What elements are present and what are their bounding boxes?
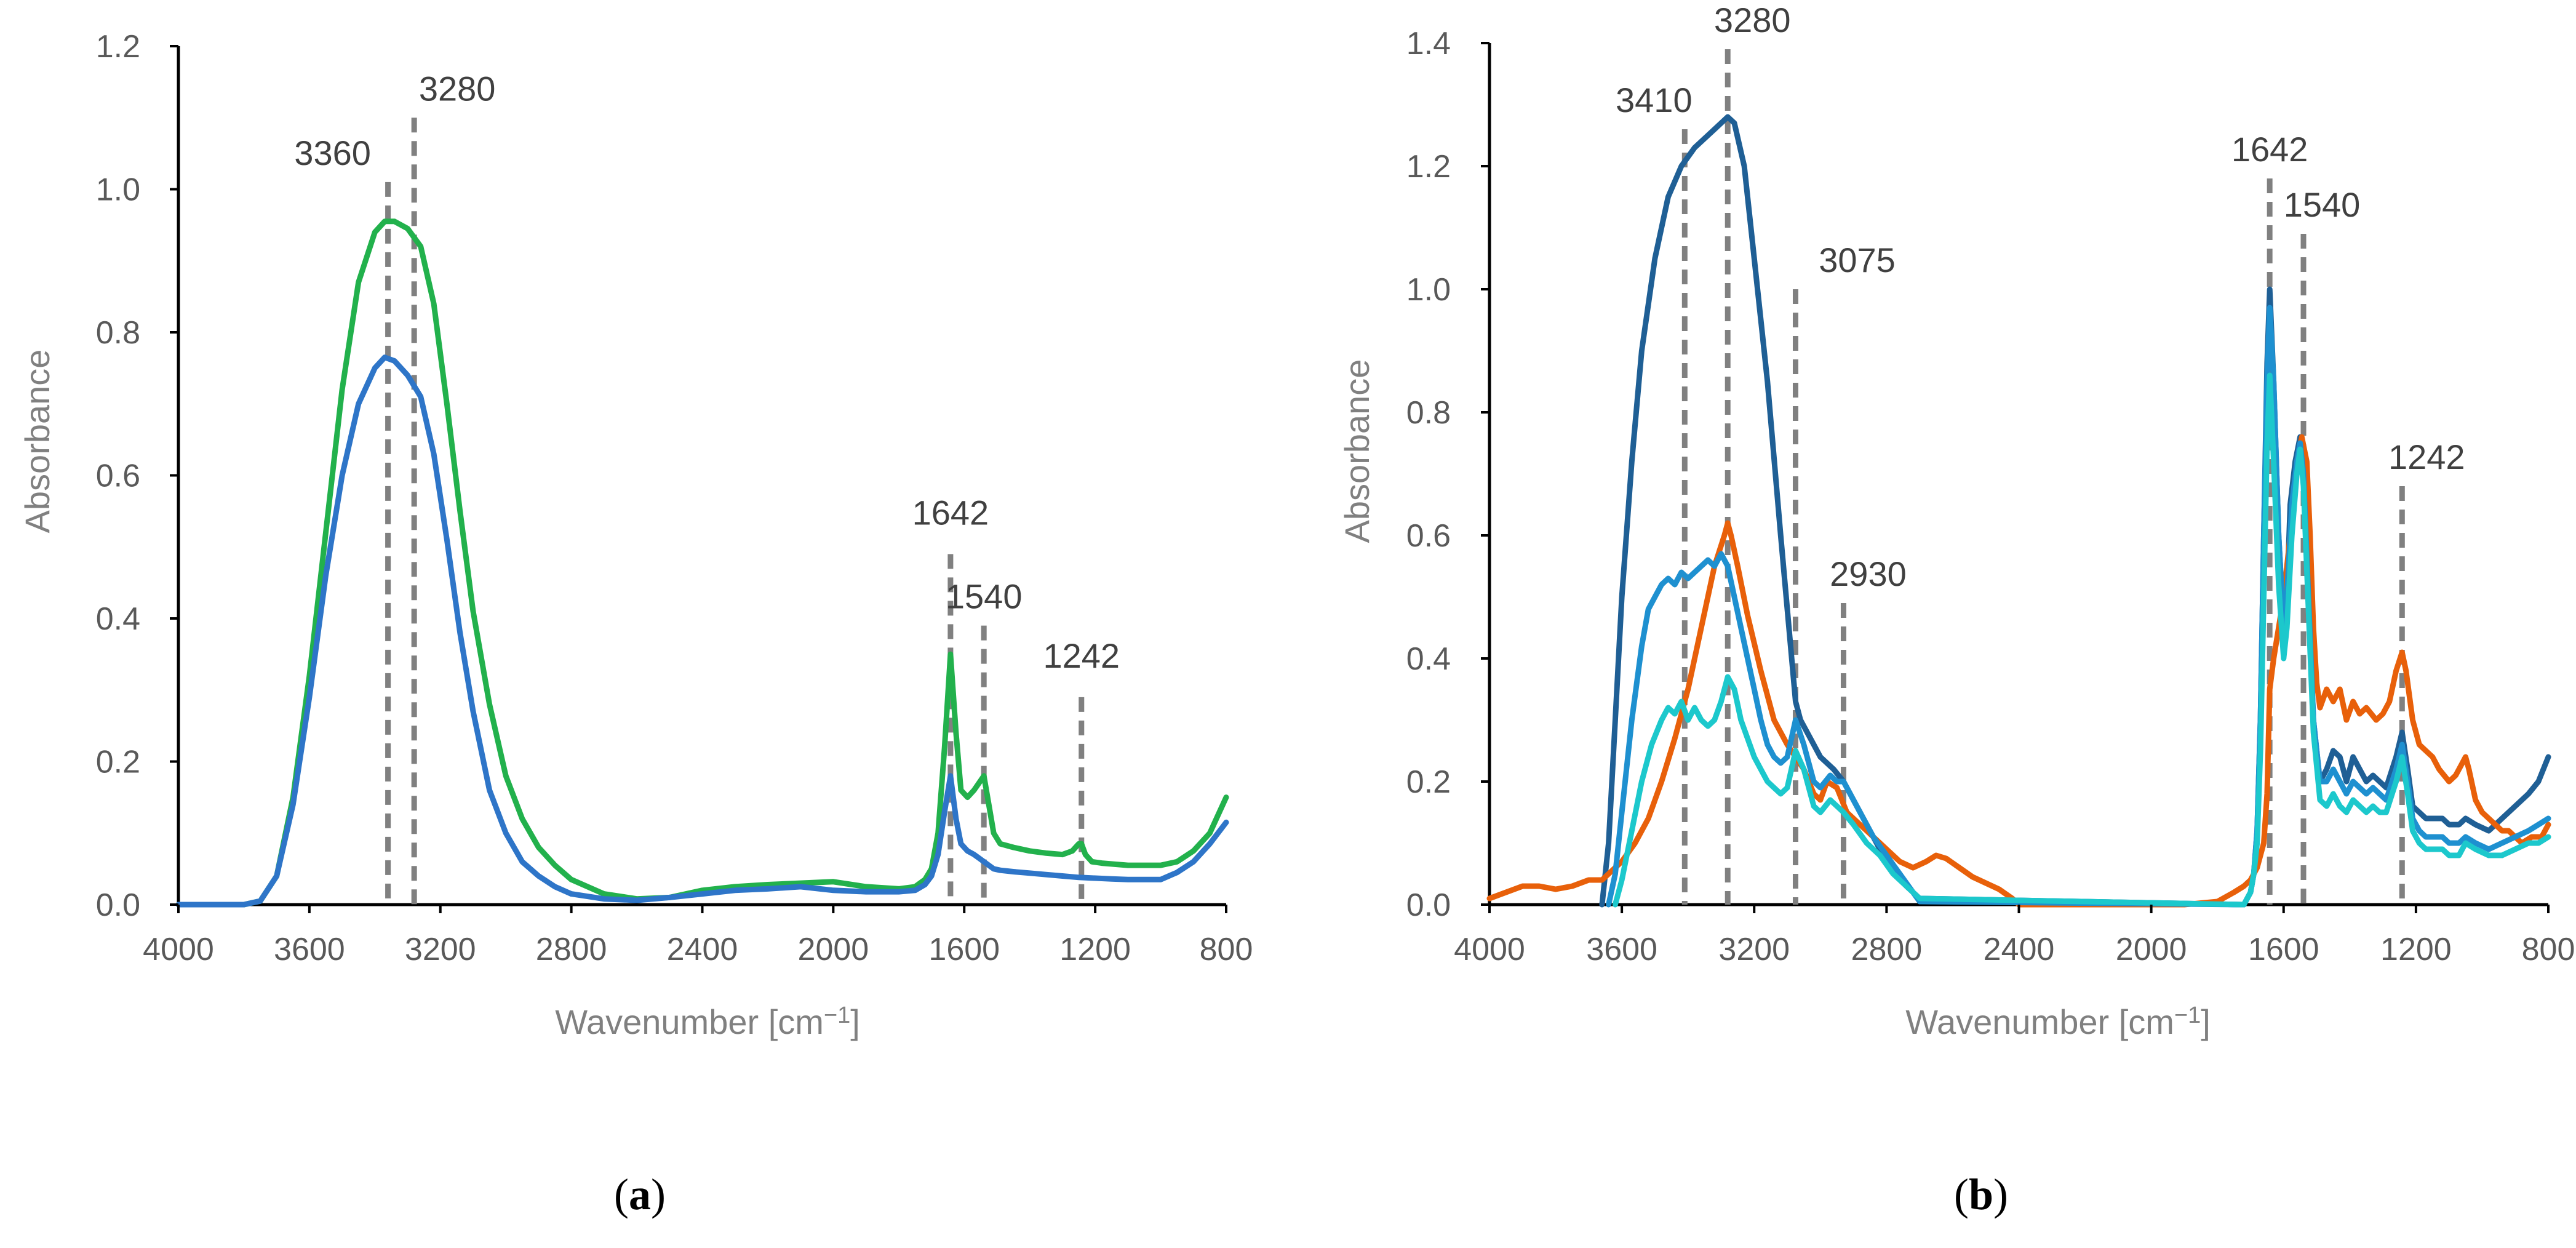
y-tick-label: 0.4 xyxy=(96,601,140,637)
x-tick-label: 2800 xyxy=(1851,932,1923,967)
y-tick-label: 1.0 xyxy=(1406,272,1451,308)
x-tick-label: 2400 xyxy=(1984,932,2055,967)
annotation-label-3410: 3410 xyxy=(1616,81,1693,119)
panel-b-label: (b) xyxy=(1954,1170,2008,1219)
x-tick-label: 2400 xyxy=(667,932,738,967)
y-tick-label: 1.0 xyxy=(96,172,140,208)
x-tick-label: 3600 xyxy=(1586,932,1657,967)
annotation-label-3280: 3280 xyxy=(1714,1,1791,39)
panel-b-x-ticks: 4000 3600 3200 2800 2400 2000 1600 1200 800 xyxy=(1454,905,2575,967)
x-tick-label: 1600 xyxy=(928,932,1000,967)
panel-a-x-axis-title: Wavenumber [cm−1] xyxy=(555,1002,860,1041)
x-tick-label: 800 xyxy=(2522,932,2575,967)
panel-b-x-axis-title: Wavenumber [cm−1] xyxy=(1905,1002,2211,1041)
panel-a-y-axis-title: Absorbance xyxy=(18,350,57,534)
y-tick-label: 0.6 xyxy=(96,458,140,494)
y-tick-label: 0.2 xyxy=(1406,764,1451,800)
y-tick-label: 0.0 xyxy=(1406,887,1451,923)
annotation-label-2930: 2930 xyxy=(1830,554,1907,593)
panel-b-series xyxy=(1486,114,2551,908)
annotation-label-3280: 3280 xyxy=(419,69,496,108)
series-line-cyan xyxy=(1612,372,2551,908)
series-line-orange xyxy=(1486,434,2551,908)
annotation-label-1242: 1242 xyxy=(2388,438,2465,476)
panel-b-chart: 3410 3280 3075 2930 1642 1540 1242 4000 3600 320… xyxy=(1338,1,2575,1219)
panel-b-y-ticks: 0.0 0.2 0.4 0.6 0.8 1.0 1.2 1.4 xyxy=(1406,26,1489,923)
x-tick-label: 3200 xyxy=(405,932,476,967)
y-tick-label: 0.4 xyxy=(1406,641,1451,677)
panel-a-x-ticks: 4000 3600 3200 2800 2400 2000 1600 1200 800 xyxy=(143,905,1253,967)
annotation-label-1642: 1642 xyxy=(2231,130,2308,169)
y-tick-label: 0.0 xyxy=(96,887,140,923)
panel-a-chart: 3360 3280 1642 1540 1242 4000 3600 3200 2800 240… xyxy=(18,29,1253,1219)
annotation-label-1540: 1540 xyxy=(2284,185,2361,224)
panel-a-annotation-lines xyxy=(385,118,1085,905)
annotation-label-3075: 3075 xyxy=(1819,241,1896,279)
series-line-blue xyxy=(175,354,1229,908)
annotation-label-1242: 1242 xyxy=(1043,636,1120,675)
x-tick-label: 2000 xyxy=(2116,932,2187,967)
x-tick-label: 3600 xyxy=(274,932,345,967)
x-tick-label: 4000 xyxy=(143,932,214,967)
y-tick-label: 0.2 xyxy=(96,745,140,780)
panel-a-axes xyxy=(177,46,1226,906)
panel-a-label: (a) xyxy=(614,1170,666,1219)
x-tick-label: 800 xyxy=(1200,932,1253,967)
x-tick-label: 1600 xyxy=(2248,932,2319,967)
panel-a-series xyxy=(175,218,1229,908)
panel-a-y-ticks: 0.0 0.2 0.4 0.6 0.8 1.0 1.2 xyxy=(96,29,178,923)
y-tick-label: 0.6 xyxy=(1406,518,1451,554)
y-tick-label: 1.2 xyxy=(1406,149,1451,185)
x-tick-label: 2000 xyxy=(798,932,869,967)
y-tick-label: 1.2 xyxy=(96,29,140,65)
y-tick-label: 0.8 xyxy=(1406,395,1451,431)
annotation-label-3360: 3360 xyxy=(294,134,371,172)
y-tick-label: 0.8 xyxy=(96,315,140,351)
x-tick-label: 1200 xyxy=(2380,932,2452,967)
series-line-medium-blue xyxy=(1606,305,2551,908)
x-tick-label: 1200 xyxy=(1059,932,1131,967)
x-tick-label: 4000 xyxy=(1454,932,1525,967)
annotation-label-1540: 1540 xyxy=(946,577,1023,616)
panel-a-annotation-labels: 3360 3280 1642 1540 1242 xyxy=(294,69,1120,675)
x-tick-label: 3200 xyxy=(1718,932,1790,967)
y-tick-label: 1.4 xyxy=(1406,26,1451,62)
annotation-label-1642: 1642 xyxy=(912,493,989,532)
series-line-green xyxy=(175,218,1229,908)
panel-b-annotation-labels: 3410 3280 3075 2930 1642 1540 1242 xyxy=(1616,1,2465,593)
panel-b-y-axis-title: Absorbance xyxy=(1338,359,1376,543)
panel-b-annotation-lines xyxy=(1681,49,2405,905)
x-tick-label: 2800 xyxy=(536,932,607,967)
